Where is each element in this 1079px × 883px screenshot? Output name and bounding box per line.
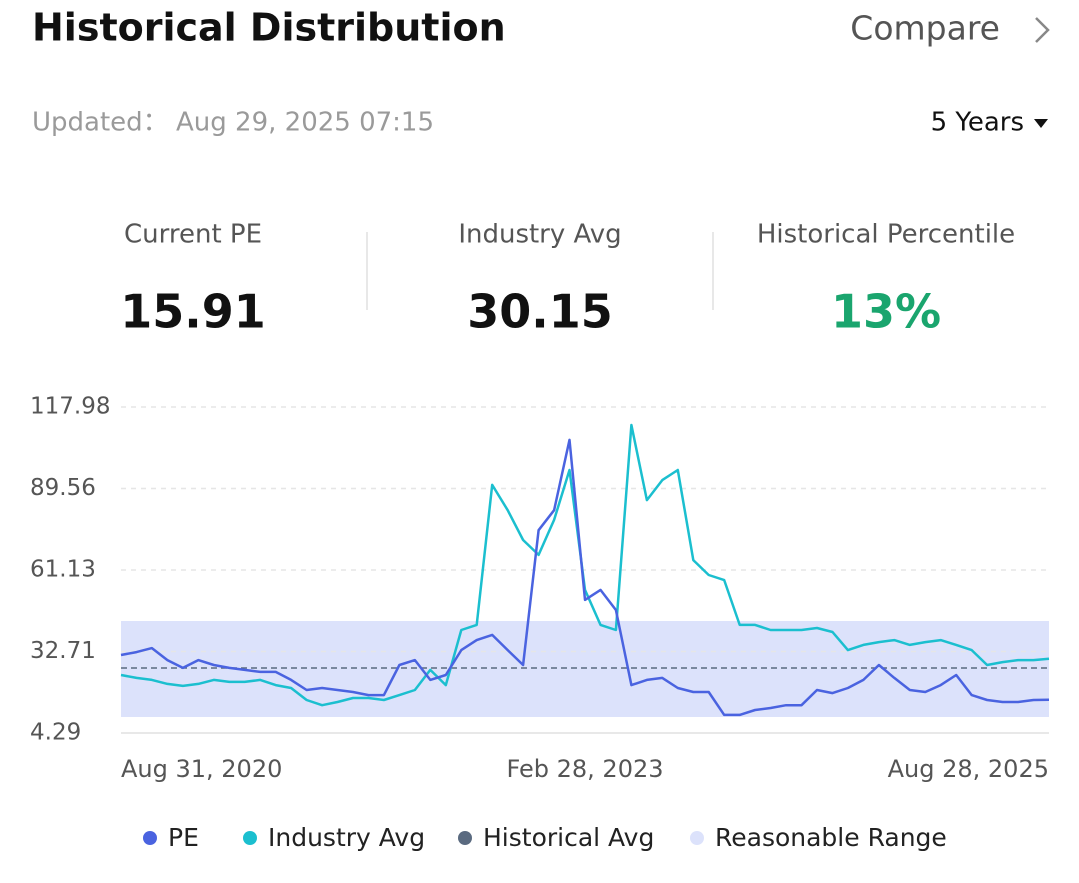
y-tick-label: 32.71 — [30, 638, 96, 664]
period-select[interactable]: 5 Years — [931, 108, 1024, 138]
stat-label: Historical Percentile — [757, 220, 1015, 250]
stat-label: Current PE — [124, 220, 262, 250]
legend-label: Industry Avg — [268, 823, 425, 852]
x-tick-label: Aug 28, 2025 — [888, 755, 1049, 783]
x-tick-label: Feb 28, 2023 — [507, 755, 664, 783]
stat-value: 13% — [831, 285, 941, 339]
reasonable-range — [121, 620, 1049, 717]
x-tick-label: Aug 31, 2020 — [121, 755, 282, 783]
y-tick-label: 117.98 — [30, 394, 110, 420]
chevron[interactable] — [1035, 17, 1050, 43]
series-line — [120, 438, 1050, 717]
updated-label: Updated： — [32, 108, 169, 138]
stat-label: Industry Avg — [458, 220, 621, 250]
legend-label: PE — [168, 823, 199, 852]
legend-swatch — [143, 831, 157, 845]
stat-value: 15.91 — [120, 285, 266, 339]
legend-label: Reasonable Range — [715, 823, 947, 852]
stat-value: 30.15 — [467, 285, 613, 339]
y-tick-label: 4.29 — [30, 720, 81, 746]
dropdown-arrow[interactable] — [1034, 119, 1048, 128]
legend-label: Historical Avg — [483, 823, 654, 852]
y-tick-label: 61.13 — [30, 557, 96, 583]
compare-link[interactable]: Compare — [850, 9, 1000, 48]
updated-value: Aug 29, 2025 07:15 — [176, 108, 434, 138]
legend-swatch — [243, 831, 257, 845]
legend-swatch — [690, 831, 704, 845]
y-tick-label: 89.56 — [30, 475, 96, 501]
title: Historical Distribution — [32, 6, 506, 50]
legend-swatch — [458, 831, 472, 845]
